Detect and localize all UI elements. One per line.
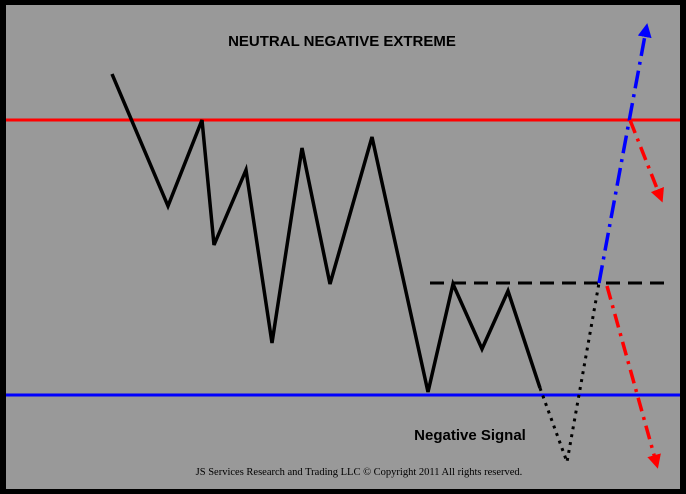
copyright-footer: JS Services Research and Trading LLC © C… [196,467,523,478]
negative-signal-label: Negative Signal [414,427,526,444]
projected-dotted-path [538,282,601,468]
diagram-canvas: NEUTRAL NEGATIVE EXTREME Negative Signal… [6,23,680,478]
failure-down-arrow [605,285,661,469]
breakout-up-arrow [597,23,652,284]
diagram-panel: NEUTRAL NEGATIVE EXTREME Negative Signal… [6,5,680,489]
diagram-title: NEUTRAL NEGATIVE EXTREME [228,33,456,50]
price-path [110,73,542,393]
rejection-down-arrow [628,119,664,203]
